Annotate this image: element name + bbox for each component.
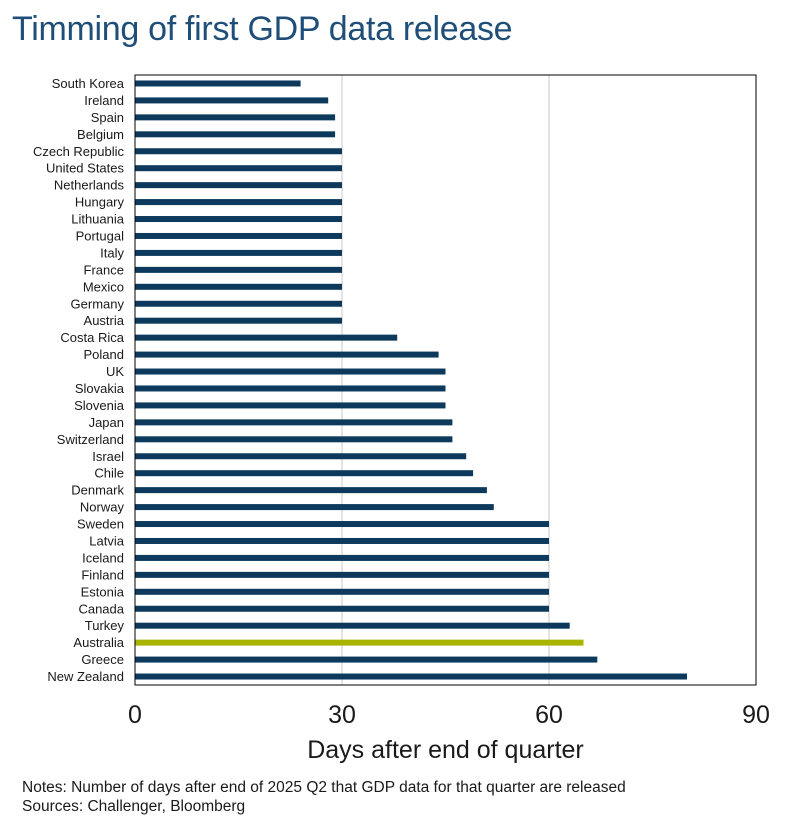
chart-title: Timming of first GDP data release xyxy=(12,10,513,48)
category-label: Estonia xyxy=(81,584,125,599)
category-label: Greece xyxy=(81,652,124,667)
bar-estonia xyxy=(135,588,549,595)
category-label: Chile xyxy=(94,466,124,481)
x-tick-label: 90 xyxy=(742,701,770,729)
x-tick-label: 60 xyxy=(535,701,563,729)
category-label: Spain xyxy=(91,110,124,125)
category-label: Australia xyxy=(73,635,124,650)
bar-australia xyxy=(135,639,584,646)
bar-latvia xyxy=(135,537,549,544)
category-label: Germany xyxy=(71,296,125,311)
bar-uk xyxy=(135,368,446,375)
category-label: Austria xyxy=(84,313,125,328)
bar-chile xyxy=(135,470,474,477)
bar-spain xyxy=(135,114,336,121)
bar-japan xyxy=(135,419,453,426)
bar-south-korea xyxy=(135,80,301,87)
bar-portugal xyxy=(135,232,342,239)
category-label: Latvia xyxy=(89,533,124,548)
category-label: Costa Rica xyxy=(60,330,124,345)
category-labels: South Korea Ireland Spain Belgium Czech Repu… xyxy=(33,76,125,684)
bar-switzerland xyxy=(135,436,453,443)
category-label: Mexico xyxy=(83,279,124,294)
bar-finland xyxy=(135,571,549,578)
category-label: Ireland xyxy=(84,93,124,108)
category-label: New Zealand xyxy=(47,669,124,684)
bar-austria xyxy=(135,317,342,324)
bar-slovenia xyxy=(135,402,446,409)
bar-norway xyxy=(135,504,494,511)
bar-israel xyxy=(135,453,467,460)
category-label: Portugal xyxy=(76,228,125,243)
category-label: Italy xyxy=(100,245,124,260)
category-label: Turkey xyxy=(85,618,125,633)
bar-france xyxy=(135,266,342,273)
bar-turkey xyxy=(135,622,570,629)
bar-germany xyxy=(135,300,342,307)
category-label: Switzerland xyxy=(57,432,124,447)
category-label: Netherlands xyxy=(54,178,125,193)
category-label: Finland xyxy=(81,567,124,582)
x-axis-label: Days after end of quarter xyxy=(307,736,584,764)
bar-sweden xyxy=(135,521,549,528)
category-label: Israel xyxy=(92,449,124,464)
category-label: Czech Republic xyxy=(33,144,125,159)
bar-poland xyxy=(135,351,439,358)
category-label: Belgium xyxy=(77,127,124,142)
bar-denmark xyxy=(135,487,487,494)
category-label: Slovakia xyxy=(75,381,125,396)
category-label: Denmark xyxy=(71,483,124,498)
category-label: Sweden xyxy=(77,517,124,532)
bar-italy xyxy=(135,249,342,256)
sources-text: Sources: Challenger, Bloomberg xyxy=(22,798,246,815)
category-label: Canada xyxy=(78,601,124,616)
category-label: Lithuania xyxy=(71,212,125,227)
bars xyxy=(135,80,687,680)
x-tick-label: 30 xyxy=(328,701,356,729)
bar-netherlands xyxy=(135,182,342,189)
bar-belgium xyxy=(135,131,336,138)
category-label: Iceland xyxy=(82,550,124,565)
bar-ireland xyxy=(135,97,329,104)
bar-hungary xyxy=(135,199,342,206)
notes-text: Notes: Number of days after end of 2025 … xyxy=(22,779,626,796)
bar-costa-rica xyxy=(135,334,398,341)
bar-mexico xyxy=(135,283,342,290)
category-label: United States xyxy=(46,161,125,176)
notes: Notes: Number of days after end of 2025 … xyxy=(22,778,626,816)
bar-new-zealand xyxy=(135,673,687,680)
category-label: Norway xyxy=(80,500,125,515)
bar-iceland xyxy=(135,554,549,561)
category-label: France xyxy=(84,262,124,277)
bar-slovakia xyxy=(135,385,446,392)
bar-united-states xyxy=(135,165,342,172)
plot-frame xyxy=(134,74,757,686)
category-label: UK xyxy=(106,364,124,379)
category-label: South Korea xyxy=(52,76,125,91)
category-label: Poland xyxy=(84,347,124,362)
x-tick-labels: 0 30 60 90 xyxy=(128,701,770,729)
grid-lines xyxy=(341,75,550,685)
x-tick-label: 0 xyxy=(128,701,142,729)
category-label: Slovenia xyxy=(74,398,125,413)
bar-lithuania xyxy=(135,216,342,223)
bar-czech-republic xyxy=(135,148,342,155)
category-label: Hungary xyxy=(75,195,125,210)
bar-canada xyxy=(135,605,549,612)
bar-greece xyxy=(135,656,598,663)
category-label: Japan xyxy=(89,415,124,430)
